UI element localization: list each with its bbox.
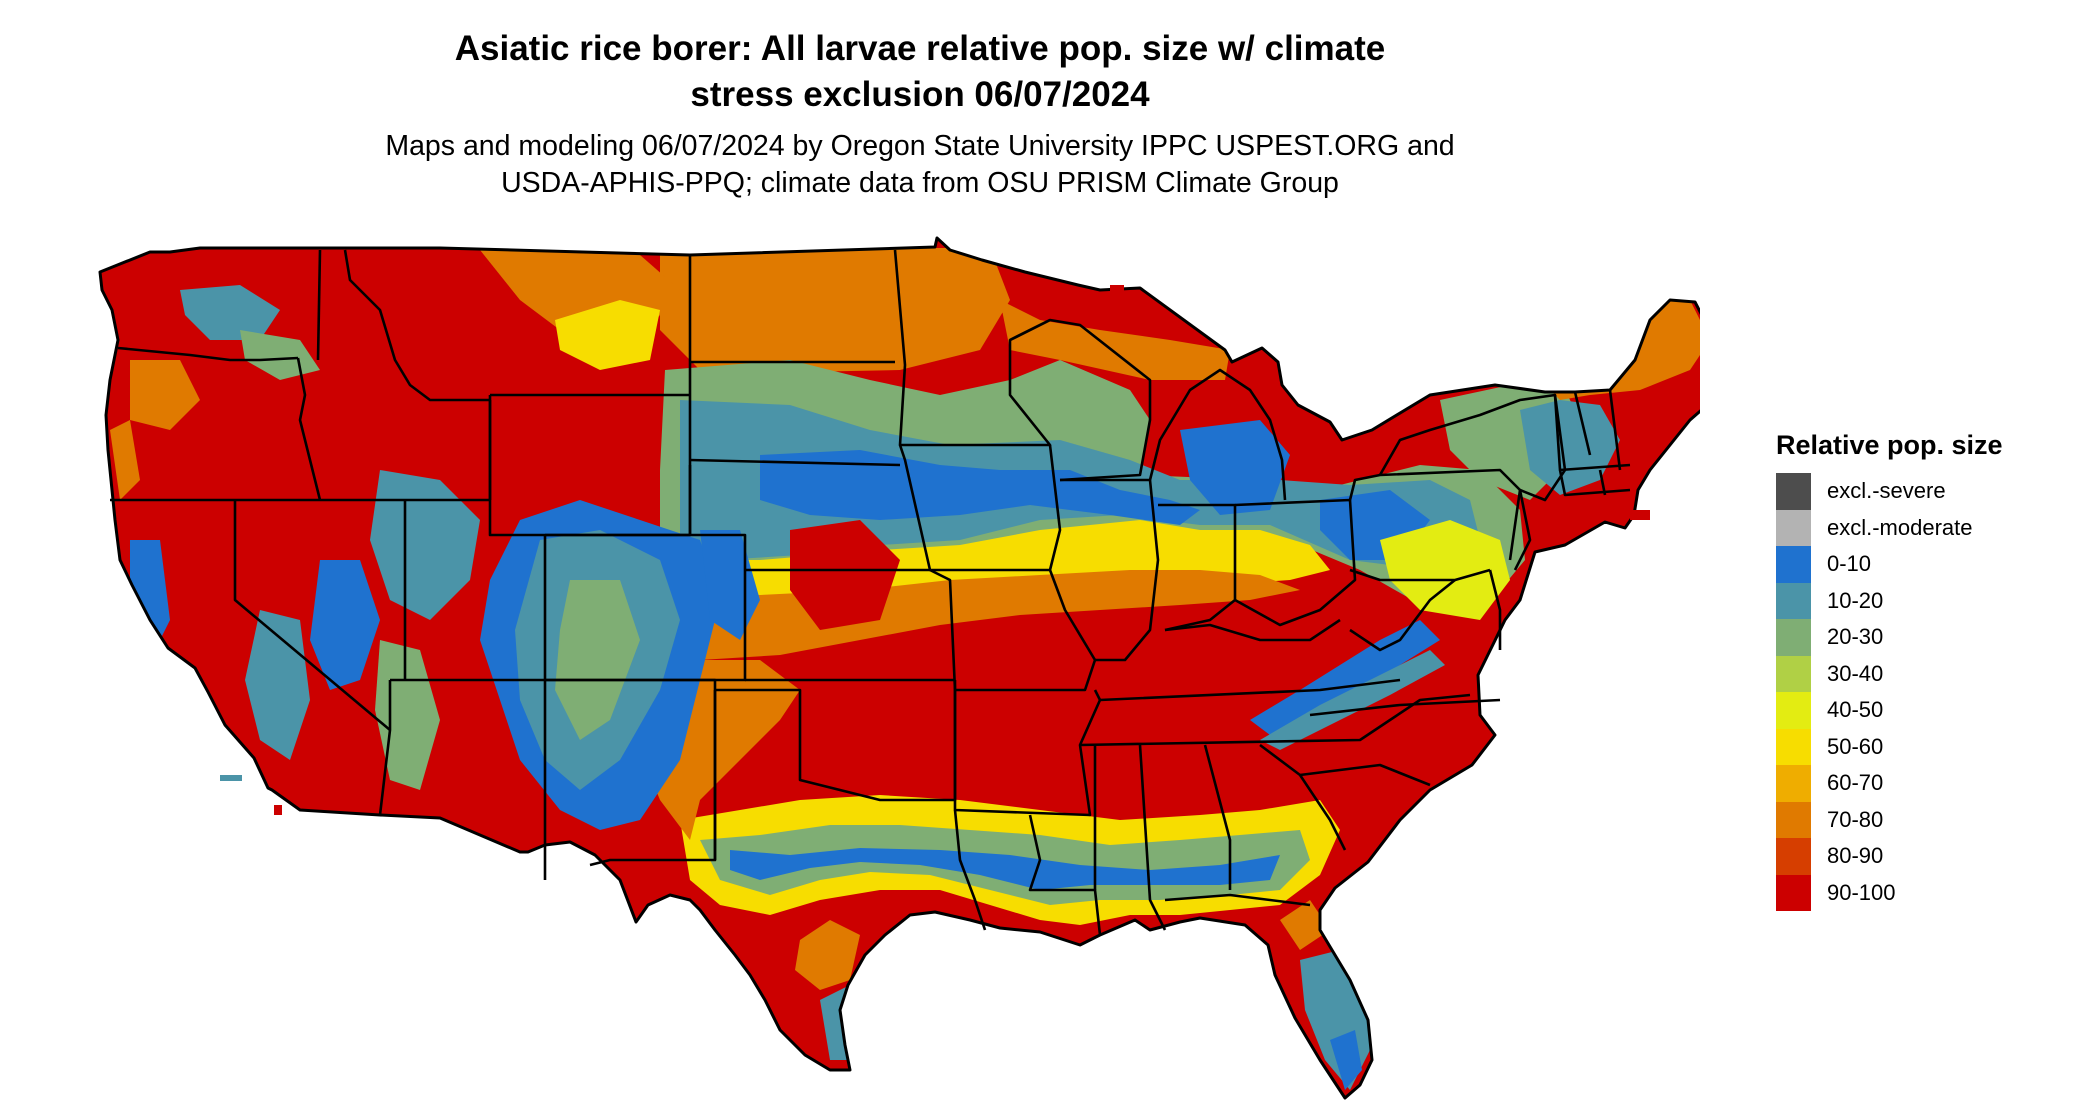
legend-swatch — [1776, 692, 1811, 729]
legend-item: 10-20 — [1776, 582, 2096, 619]
legend-item: excl.-severe — [1776, 473, 2096, 510]
legend-swatch — [1776, 582, 1811, 619]
legend-label: 30-40 — [1827, 660, 1884, 686]
legend-item: 40-50 — [1776, 692, 2096, 729]
legend-label: 0-10 — [1827, 551, 1872, 577]
legend-swatch — [1776, 473, 1811, 510]
legend-item: 50-60 — [1776, 728, 2096, 765]
legend-item: 80-90 — [1776, 838, 2096, 875]
us-population-map — [90, 235, 1700, 1115]
legend-item: 0-10 — [1776, 546, 2096, 583]
legend-items: excl.-severe excl.-moderate 0-10 10-20 20-30… — [1776, 473, 2096, 911]
state-borders — [110, 249, 1631, 936]
legend-swatch — [1776, 874, 1811, 911]
legend-swatch — [1776, 765, 1811, 802]
legend-label: excl.-severe — [1827, 478, 1946, 504]
legend-label: 60-70 — [1827, 770, 1884, 796]
map-subtitle-line-1: Maps and modeling 06/07/2024 by Oregon S… — [385, 130, 1455, 162]
legend-swatch — [1776, 509, 1811, 546]
legend-item: 90-100 — [1776, 874, 2096, 911]
legend-label: 90-100 — [1827, 879, 1896, 905]
map-title-line-1: Asiatic rice borer: All larvae relative … — [454, 29, 1386, 68]
legend-item: 60-70 — [1776, 765, 2096, 802]
legend-label: 50-60 — [1827, 733, 1884, 759]
heat-layer — [100, 238, 1700, 1098]
legend-label: 40-50 — [1827, 697, 1884, 723]
map-title-line-2: stress exclusion 06/07/2024 — [690, 75, 1150, 114]
legend-label: 10-20 — [1827, 587, 1884, 613]
map-legend: Relative pop. size excl.-severe excl.-mod… — [1776, 430, 2096, 911]
legend-label: excl.-moderate — [1827, 514, 1973, 540]
map-subtitle-line-2: USDA-APHIS-PPQ; climate data from OSU PR… — [501, 167, 1339, 199]
legend-item: 30-40 — [1776, 655, 2096, 692]
legend-label: 80-90 — [1827, 843, 1884, 869]
legend-item: 20-30 — [1776, 619, 2096, 656]
legend-swatch — [1776, 619, 1811, 656]
legend-label: 20-30 — [1827, 624, 1884, 650]
legend-swatch — [1776, 801, 1811, 838]
legend-item: 70-80 — [1776, 801, 2096, 838]
legend-swatch — [1776, 728, 1811, 765]
legend-swatch — [1776, 655, 1811, 692]
legend-item: excl.-moderate — [1776, 509, 2096, 546]
map-subtitle: Maps and modeling 06/07/2024 by Oregon S… — [0, 128, 1840, 202]
legend-swatch — [1776, 838, 1811, 875]
legend-swatch — [1776, 546, 1811, 583]
legend-label: 70-80 — [1827, 806, 1884, 832]
legend-title: Relative pop. size — [1776, 430, 2003, 460]
island-markers — [220, 285, 1650, 815]
map-title: Asiatic rice borer: All larvae relative … — [0, 26, 1840, 118]
